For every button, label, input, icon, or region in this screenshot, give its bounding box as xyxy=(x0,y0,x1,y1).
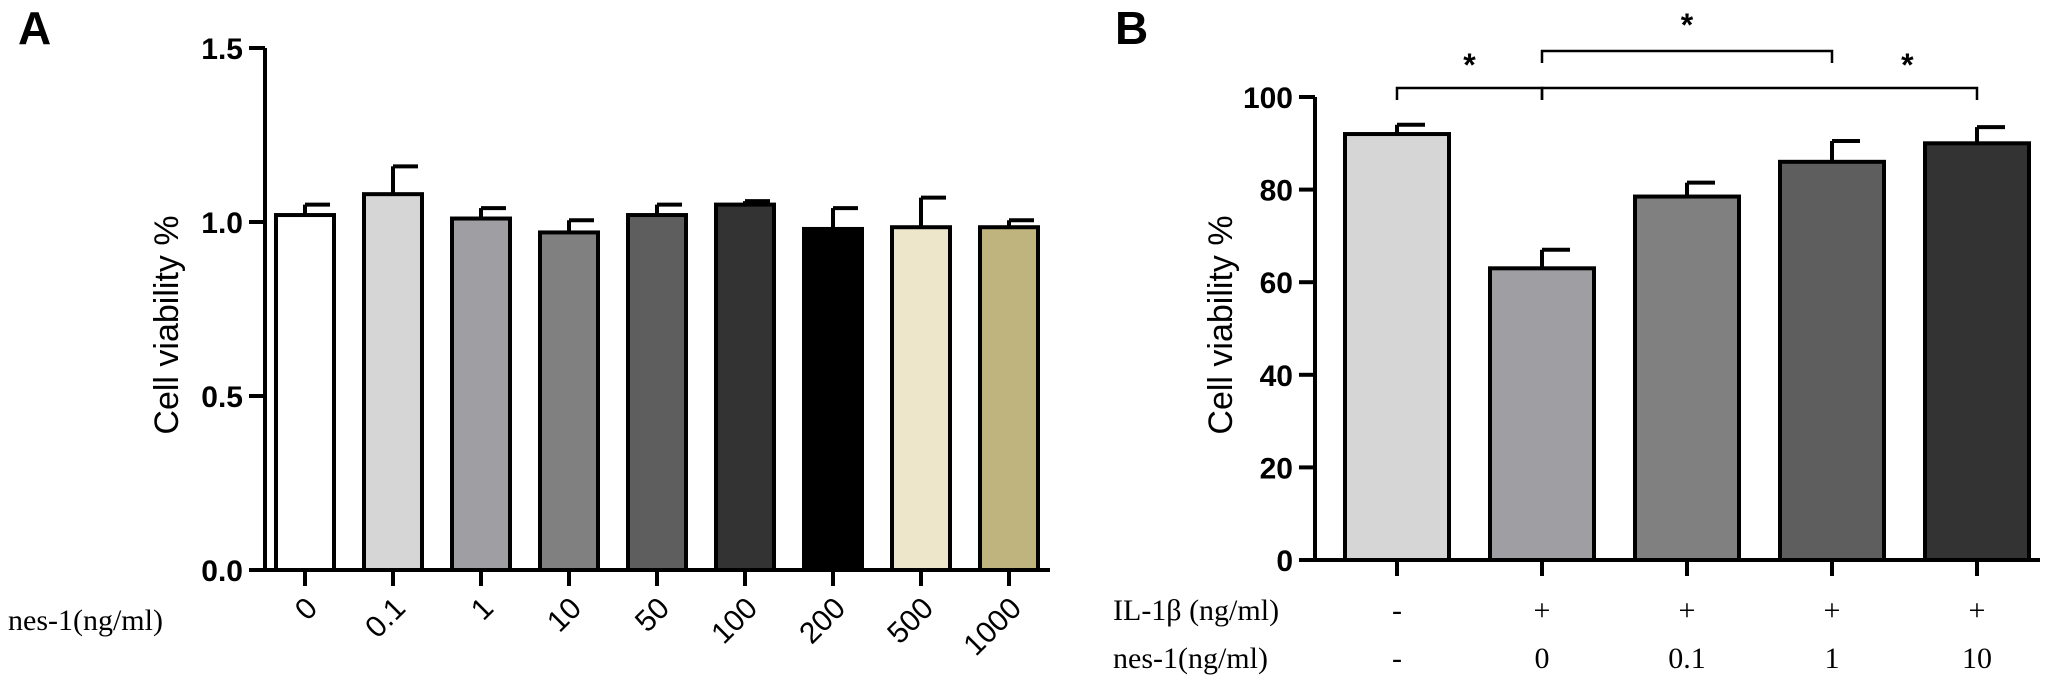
panel-a-y-tick-label: 1.0 xyxy=(201,207,243,240)
panel-b-significance-bracket xyxy=(1540,49,1834,63)
panel-b-bar xyxy=(1488,266,1596,562)
panel-b-il1b-value: + xyxy=(1969,594,1986,627)
panel-b-y-tick-label: 40 xyxy=(1260,360,1293,393)
panel-b-significance-star: * xyxy=(1463,47,1476,83)
panel-a-bar xyxy=(626,213,688,572)
panel-b-nes1-value: 1 xyxy=(1825,642,1840,675)
panel-a-bar xyxy=(978,225,1040,572)
panel-a: A Cell viability % nes-1(ng/ml) 0.0 0.5 1.… xyxy=(8,2,1050,662)
panel-a-bar xyxy=(802,226,864,573)
panel-b-il1b-row-label: IL-1β (ng/ml) xyxy=(1113,594,1279,627)
panel-b-bar xyxy=(1343,132,1451,562)
panel-b-nes1-value: - xyxy=(1392,642,1402,675)
panel-a-y-axis-label: Cell viability % xyxy=(148,215,186,434)
panel-b-nes1-value: 0 xyxy=(1535,642,1550,675)
panel-b-y-tick-label: 0 xyxy=(1276,545,1293,578)
panel-a-x-tick-label: 500 xyxy=(881,592,940,651)
panel-b-significance-bracket xyxy=(1395,86,1544,100)
panel-a-x-tick-label: 200 xyxy=(793,592,852,651)
panel-b-y-tick-label: 80 xyxy=(1260,175,1293,208)
panel-b-nes1-value: 10 xyxy=(1962,642,1992,675)
panel-a-bar xyxy=(362,192,424,572)
panel-b-bar xyxy=(1923,141,2031,563)
panel-a-bar xyxy=(274,213,336,572)
panel-b-y-tick-label: 20 xyxy=(1260,452,1293,485)
panel-b-y-axis-label: Cell viability % xyxy=(1202,215,1240,434)
panel-a-x-tick-label: 0 xyxy=(289,592,324,627)
panel-b-nes1-row-label: nes-1(ng/ml) xyxy=(1113,642,1268,675)
panel-a-bar xyxy=(450,216,512,573)
panel-a-x-tick-label: 0.1 xyxy=(359,592,412,645)
panel-a-x-tick-label: 1000 xyxy=(957,592,1028,663)
panel-a-bar xyxy=(538,230,600,572)
panel-a-x-tick-label: 1 xyxy=(465,592,500,627)
panel-a-x-axis-label: nes-1(ng/ml) xyxy=(8,604,163,637)
panel-a-x-tick-label: 100 xyxy=(705,592,764,651)
panel-b-bar xyxy=(1778,159,1886,562)
panel-a-y-tick-label: 0.5 xyxy=(201,381,243,414)
panel-b-nes1-value: 0.1 xyxy=(1668,642,1706,675)
panel-b-significance-star: * xyxy=(1681,7,1694,43)
panel-b-letter: B xyxy=(1115,2,1148,54)
panel-a-bar xyxy=(890,225,952,572)
panel-b-bar xyxy=(1633,194,1741,562)
panel-a-y-tick-label: 1.5 xyxy=(201,33,243,66)
panel-b-il1b-value: + xyxy=(1679,594,1696,627)
panel-b-significance-star: * xyxy=(1901,47,1914,83)
panel-a-bar xyxy=(714,202,776,572)
panel-b-y-tick-label: 100 xyxy=(1243,82,1293,115)
panel-b-il1b-value: - xyxy=(1392,594,1402,627)
panel-a-y-tick-label: 0.0 xyxy=(201,555,243,588)
panel-a-x-tick-label: 10 xyxy=(541,592,588,639)
panel-a-letter: A xyxy=(18,2,51,54)
panel-b-significance-bracket xyxy=(1540,86,1979,100)
panel-b-il1b-value: + xyxy=(1824,594,1841,627)
panel-a-x-tick-label: 50 xyxy=(629,592,676,639)
panel-b: B Cell viability % IL-1β (ng/ml) nes-1(n… xyxy=(1113,2,2040,675)
panel-b-y-tick-label: 60 xyxy=(1260,267,1293,300)
panel-b-il1b-value: + xyxy=(1534,594,1551,627)
